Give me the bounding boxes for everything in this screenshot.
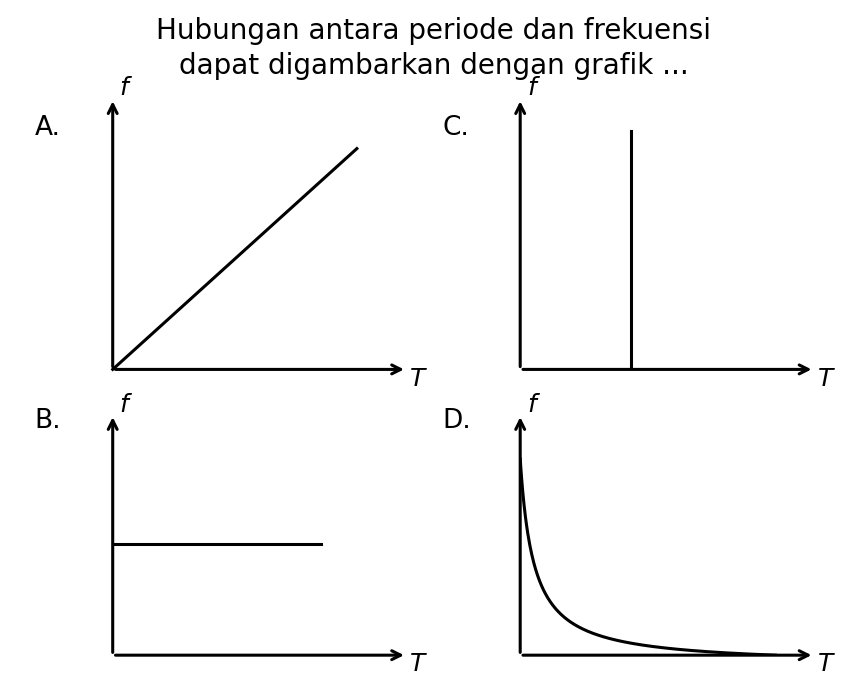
Text: f: f <box>120 77 128 100</box>
Text: B.: B. <box>35 408 62 434</box>
Text: T: T <box>818 367 833 392</box>
Text: A.: A. <box>35 115 61 141</box>
Text: f: f <box>527 77 536 100</box>
Text: f: f <box>120 393 128 418</box>
Text: T: T <box>818 652 833 676</box>
Text: C.: C. <box>442 115 469 141</box>
Text: T: T <box>410 367 426 392</box>
Text: dapat digambarkan dengan grafik ...: dapat digambarkan dengan grafik ... <box>179 52 688 80</box>
Text: T: T <box>410 652 426 676</box>
Text: f: f <box>527 393 536 418</box>
Text: Hubungan antara periode dan frekuensi: Hubungan antara periode dan frekuensi <box>156 17 711 45</box>
Text: D.: D. <box>442 408 471 434</box>
